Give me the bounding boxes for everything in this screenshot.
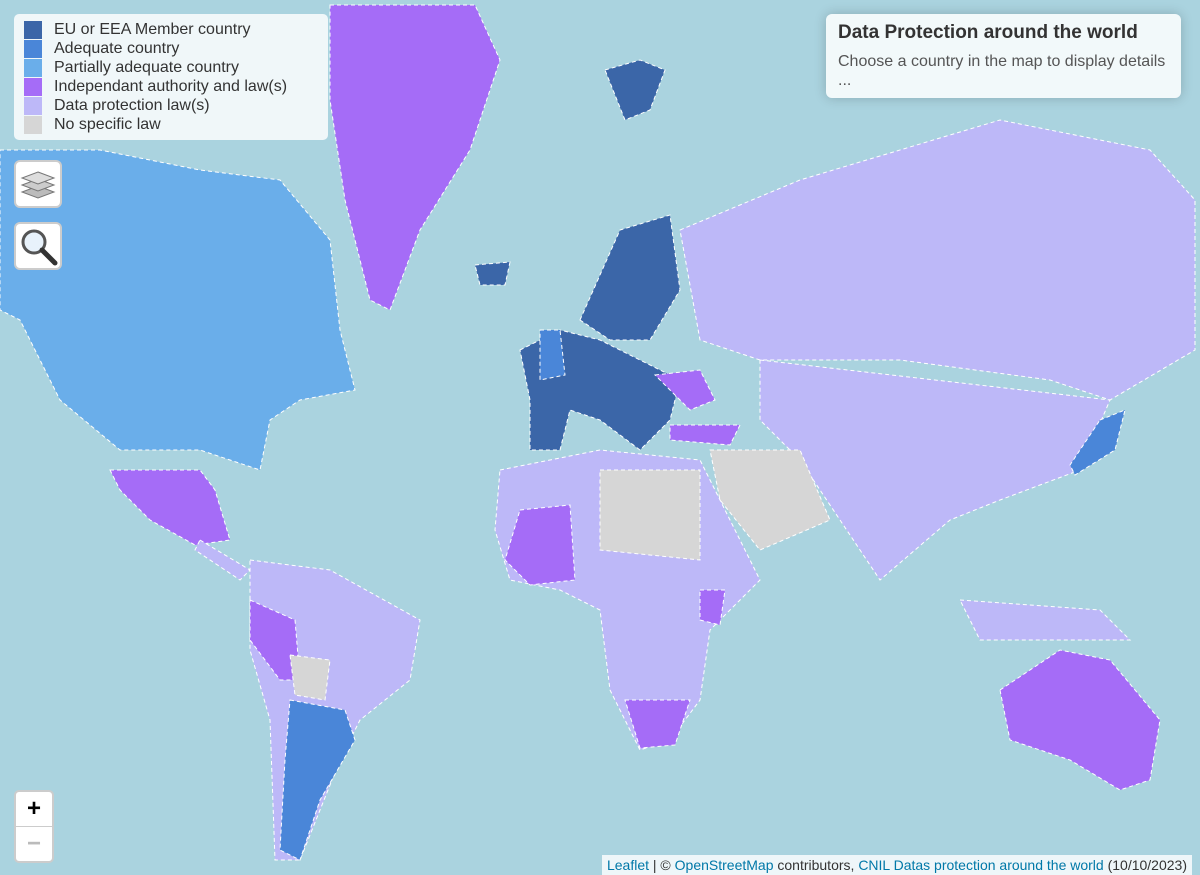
- legend-entry: No specific law: [24, 115, 318, 134]
- country[interactable]: [599, 469, 701, 561]
- search-button[interactable]: [14, 222, 62, 270]
- country[interactable]: [329, 4, 501, 311]
- legend-entry: Partially adequate country: [24, 58, 318, 77]
- legend-swatch: [24, 96, 42, 115]
- country[interactable]: [289, 654, 331, 701]
- country[interactable]: [0, 149, 356, 471]
- legend-swatch: [24, 58, 42, 77]
- country[interactable]: [279, 699, 356, 861]
- legend-entry: Adequate country: [24, 39, 318, 58]
- legend-label: Independant authority and law(s): [54, 77, 288, 95]
- info-title: Data Protection around the world: [838, 22, 1138, 43]
- country[interactable]: [624, 699, 691, 749]
- legend-label: Data protection law(s): [54, 96, 210, 114]
- leaflet-link[interactable]: Leaflet: [606, 857, 650, 873]
- country[interactable]: [759, 359, 1111, 581]
- info-panel: Data Protection around the world Choose …: [826, 14, 1181, 98]
- info-text: Choose a country in the map to display d…: [838, 53, 1166, 89]
- legend-swatch: [24, 20, 42, 39]
- country[interactable]: [109, 469, 231, 546]
- osm-link[interactable]: OpenStreetMap: [674, 857, 774, 873]
- zoom-in[interactable]: +: [16, 792, 52, 827]
- legend-label: Adequate country: [54, 39, 180, 57]
- country[interactable]: [604, 59, 666, 121]
- cnil-link[interactable]: CNIL Datas protection around the world: [858, 857, 1104, 873]
- legend-entry: EU or EEA Member country: [24, 20, 318, 39]
- country[interactable]: [679, 119, 1196, 401]
- country[interactable]: [474, 261, 511, 286]
- legend-label: Partially adequate country: [54, 58, 239, 76]
- country[interactable]: [653, 369, 716, 411]
- country[interactable]: [709, 449, 831, 551]
- country[interactable]: [699, 589, 726, 626]
- legend: EU or EEA Member country Adequate country…: [14, 14, 328, 140]
- country[interactable]: [249, 599, 301, 681]
- attribution-date: (10/10/2023): [1107, 857, 1187, 873]
- attribution-contributors: contributors,: [777, 857, 855, 873]
- country[interactable]: [999, 649, 1161, 791]
- country[interactable]: [1069, 409, 1126, 476]
- legend-swatch: [24, 115, 42, 134]
- legend-label: EU or EEA Member country: [54, 20, 251, 38]
- country[interactable]: [959, 599, 1132, 641]
- legend-swatch: [24, 77, 42, 96]
- zoom-control: + −: [14, 790, 54, 863]
- legend-label: No specific law: [54, 115, 161, 133]
- attribution: Leaflet | © OpenStreetMap contributors, …: [601, 855, 1192, 875]
- attribution-separator: | ©: [652, 857, 671, 873]
- layers-icon: [20, 171, 56, 199]
- layers-button[interactable]: [14, 160, 62, 208]
- search-icon: [21, 229, 58, 266]
- zoom-out[interactable]: −: [26, 830, 41, 857]
- legend-swatch: [24, 39, 42, 58]
- country[interactable]: [194, 539, 251, 581]
- country[interactable]: [669, 424, 741, 446]
- legend-entry: Independant authority and law(s): [24, 77, 318, 96]
- legend-entry: Data protection law(s): [24, 96, 318, 115]
- country[interactable]: [504, 504, 576, 586]
- country[interactable]: [539, 329, 566, 381]
- country[interactable]: [579, 214, 681, 341]
